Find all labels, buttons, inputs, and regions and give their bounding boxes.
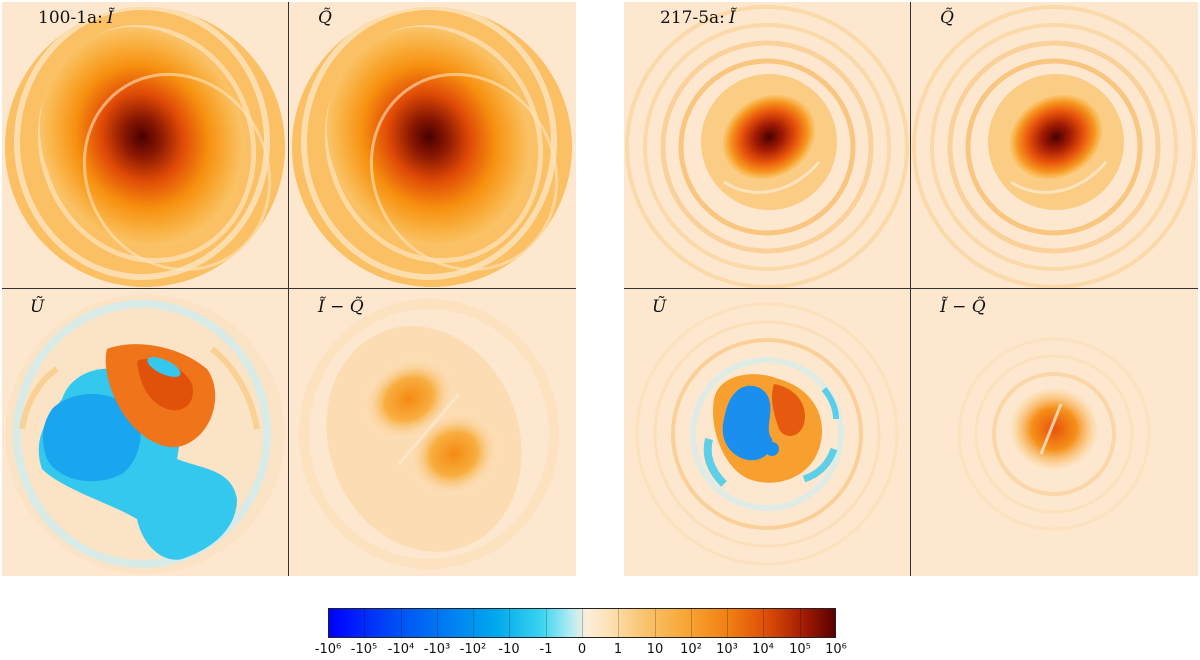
label-intensity: 100-1a: Ĩ	[38, 8, 114, 28]
colorbar-tick	[364, 608, 365, 638]
colorbar-tick-label: 10²	[680, 642, 702, 657]
panel-u	[2, 289, 289, 576]
divider-vertical	[910, 2, 911, 576]
colorbar-tick	[691, 608, 692, 638]
intensity-map	[5, 7, 285, 287]
colorbar-tick	[437, 608, 438, 638]
colorbar-tick-label: -10²	[459, 642, 487, 657]
colorbar-tick-label: 10⁴	[752, 642, 774, 657]
label-u: Ũ	[652, 297, 667, 317]
panel-u	[624, 289, 911, 576]
panel-i-minus-q	[289, 289, 576, 576]
label-q: Q̃	[940, 8, 954, 28]
map-group-217-5a: 217-5a: Ĩ Q̃ Ũ Ĩ − Q̃	[624, 2, 1198, 576]
colorbar-gradient	[328, 608, 836, 638]
colorbar-tick-label: 10⁵	[789, 642, 811, 657]
q-map	[912, 5, 1196, 289]
colorbar-tick	[655, 608, 656, 638]
colorbar-tick-label: -10³	[423, 642, 451, 657]
u-map	[5, 294, 285, 574]
colorbar: -10⁶ -10⁵ -10⁴ -10³ -10² -10 -1 0 1 10 10² 10³ 10⁴ 10…	[315, 608, 847, 657]
u-map	[635, 302, 899, 566]
intensity-map	[625, 5, 909, 289]
colorbar-tick-label: -10	[498, 642, 520, 657]
colorbar-tick-label: -10⁶	[314, 642, 342, 657]
label-i-minus-q: Ĩ − Q̃	[318, 297, 364, 317]
divider-horizontal	[624, 288, 1198, 289]
label-q: Q̃	[318, 8, 332, 28]
colorbar-tick-label: 0	[577, 642, 587, 657]
label-i-minus-q: Ĩ − Q̃	[940, 297, 986, 317]
label-intensity: 217-5a: Ĩ	[660, 8, 736, 28]
i-minus-q-map	[957, 337, 1151, 531]
colorbar-tick	[473, 608, 474, 638]
colorbar-tick	[582, 608, 583, 638]
colorbar-tick	[401, 608, 402, 638]
panel-intensity	[624, 2, 911, 289]
colorbar-tick-label: -10⁴	[387, 642, 415, 657]
label-u: Ũ	[30, 297, 45, 317]
colorbar-tick-label: 10⁶	[825, 642, 847, 657]
colorbar-tick	[618, 608, 619, 638]
colorbar-labels: -10⁶ -10⁵ -10⁴ -10³ -10² -10 -1 0 1 10 10² 10³ 10⁴ 10…	[315, 642, 847, 660]
colorbar-tick-label: 1	[613, 642, 623, 657]
panel-i-minus-q	[911, 289, 1198, 576]
panel-intensity	[2, 2, 289, 289]
colorbar-tick	[509, 608, 510, 638]
panel-q	[289, 2, 576, 289]
colorbar-tick-label: 10	[646, 642, 664, 657]
colorbar-tick-label: -1	[539, 642, 553, 657]
divider-horizontal	[2, 288, 576, 289]
colorbar-tick-label: -10⁵	[350, 642, 378, 657]
map-group-100-1a: 100-1a: Ĩ Q̃ Ũ Ĩ − Q̃	[2, 2, 576, 576]
q-map	[292, 7, 572, 287]
colorbar-tick	[763, 608, 764, 638]
colorbar-tick	[727, 608, 728, 638]
divider-vertical	[288, 2, 289, 576]
panel-q	[911, 2, 1198, 289]
i-minus-q-map	[299, 299, 559, 569]
colorbar-tick-label: 10³	[716, 642, 738, 657]
colorbar-tick	[546, 608, 547, 638]
colorbar-tick	[800, 608, 801, 638]
